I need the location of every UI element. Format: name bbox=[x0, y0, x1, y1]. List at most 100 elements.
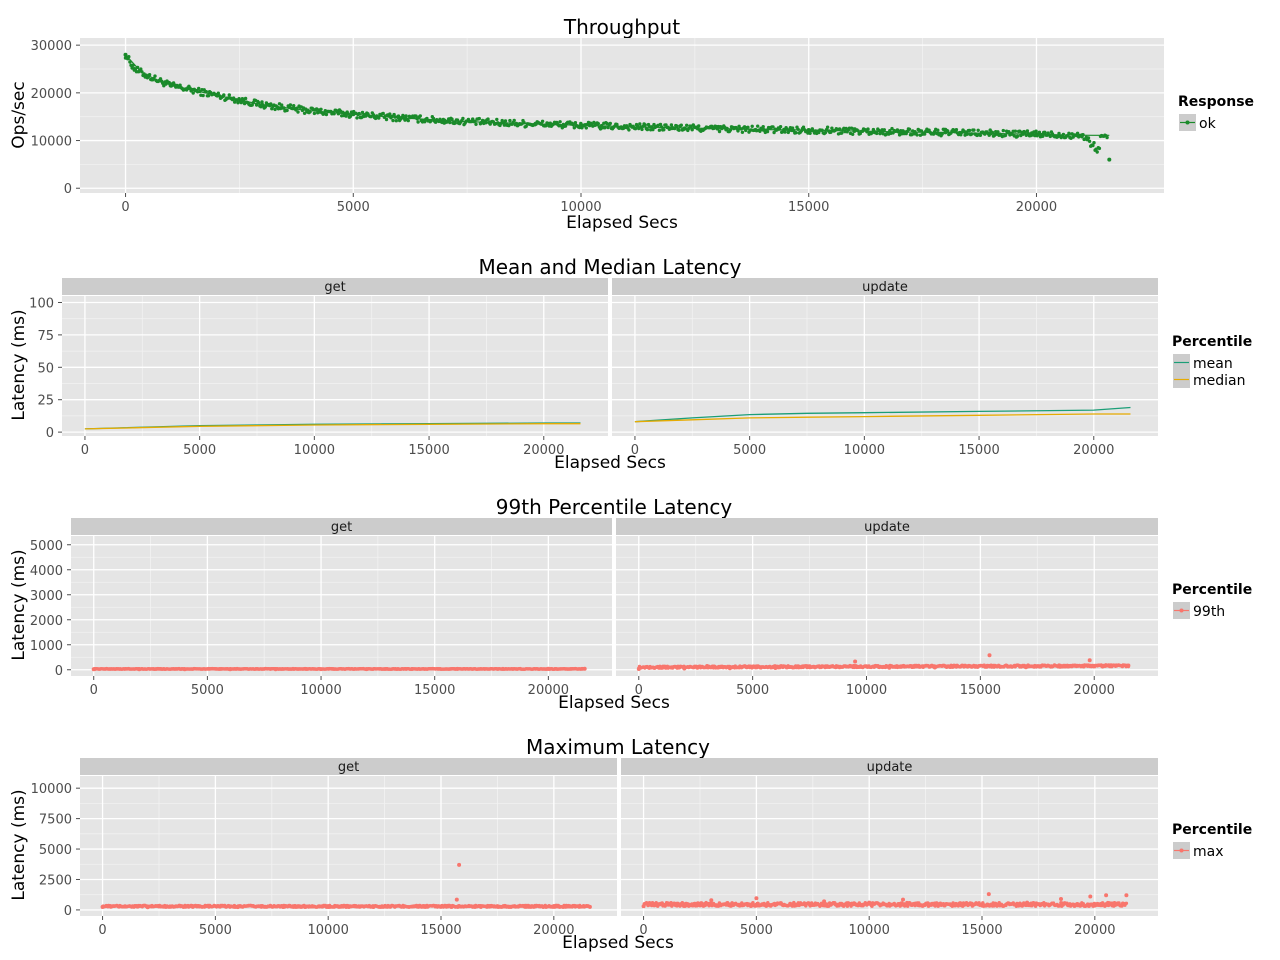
throughput-main-ok-point bbox=[404, 114, 408, 118]
throughput-main-ok-point bbox=[418, 114, 422, 118]
throughput-main-ok-point bbox=[675, 124, 679, 128]
p99-get-99th-data-point bbox=[137, 667, 142, 672]
mean-median-y-axis-title: Latency (ms) bbox=[9, 309, 29, 420]
throughput-main-ok-point bbox=[645, 127, 650, 132]
throughput-main-ok-point bbox=[825, 125, 830, 129]
throughput-x-tick-label: 5000 bbox=[337, 200, 370, 215]
throughput-y-axis-title: Ops/sec bbox=[9, 81, 29, 148]
max-update-max-data-point bbox=[986, 892, 991, 897]
throughput-main-ok-point bbox=[1087, 139, 1092, 143]
mean-median-x-axis-title: Elapsed Secs bbox=[554, 453, 666, 473]
p99-update-99th-data-point bbox=[807, 664, 812, 669]
mean-median-y-tick-label: 50 bbox=[37, 361, 54, 376]
p99-update-99th-data-point bbox=[773, 666, 778, 670]
throughput-main-ok-point bbox=[1092, 141, 1096, 145]
throughput-main-ok-point bbox=[1013, 129, 1018, 133]
max-x-axis-title: Elapsed Secs bbox=[562, 933, 674, 953]
max-update-max-data-point bbox=[822, 899, 827, 904]
throughput-main-ok-point bbox=[603, 126, 607, 130]
throughput-main-ok-point bbox=[750, 124, 754, 128]
throughput-main-ok-point bbox=[540, 119, 545, 124]
p99-y-tick-label: 5000 bbox=[30, 539, 63, 554]
p99-update-99th-data-point bbox=[987, 653, 992, 658]
p99-update-99th-data-point bbox=[1023, 665, 1028, 670]
p99-get-99th-data-point bbox=[546, 666, 551, 671]
mean-median-strip-label-update: update bbox=[862, 280, 908, 295]
mean-median-strip-update bbox=[612, 278, 1158, 295]
throughput-main-ok-point bbox=[662, 128, 666, 132]
throughput-main-ok-point bbox=[486, 117, 490, 121]
throughput-main-ok-point bbox=[448, 120, 452, 125]
throughput-main-ok-point bbox=[717, 129, 722, 134]
throughput-main-ok-point bbox=[837, 127, 842, 131]
throughput-main-ok-point bbox=[1001, 128, 1005, 133]
throughput-main-ok-point bbox=[381, 111, 385, 116]
max-update-max-data-point bbox=[901, 897, 905, 902]
p99-update-99th-data-point bbox=[887, 665, 892, 670]
mean-median-legend-label-mean: mean bbox=[1193, 356, 1233, 372]
throughput-main-ok-point bbox=[269, 102, 273, 106]
max-get-max-data-point bbox=[190, 904, 195, 909]
throughput-main-ok-point bbox=[292, 104, 296, 108]
throughput-main-ok-point bbox=[1003, 133, 1008, 138]
max-panel-get bbox=[80, 776, 617, 916]
max-y-axis-title: Latency (ms) bbox=[9, 789, 29, 900]
throughput-legend-title: Response bbox=[1178, 94, 1254, 110]
throughput-main-ok-point bbox=[401, 113, 405, 118]
throughput-main-ok-point bbox=[758, 129, 762, 133]
throughput-main-ok-point bbox=[348, 114, 353, 118]
throughput-main-ok-point bbox=[558, 120, 562, 124]
max-y-tick-label: 10000 bbox=[31, 782, 72, 797]
throughput-main-ok-point bbox=[771, 125, 775, 129]
throughput-main-ok-point bbox=[740, 130, 745, 134]
throughput-main-ok-point bbox=[756, 124, 760, 128]
throughput-y-tick-label: 10000 bbox=[31, 135, 72, 150]
max-update-max-data-point bbox=[1059, 897, 1063, 901]
throughput-main-ok-point bbox=[1041, 134, 1045, 138]
throughput-main-ok-point bbox=[1037, 130, 1042, 134]
throughput-main-ok-point bbox=[996, 130, 1000, 134]
p99-y-tick-label: 3000 bbox=[30, 589, 63, 604]
max-legend-label-max: max bbox=[1193, 844, 1224, 860]
throughput-main-ok-point bbox=[866, 127, 870, 131]
mean-median-panel-update bbox=[612, 296, 1158, 436]
p99-x-tick-label: 15000 bbox=[960, 683, 1001, 698]
throughput-main-ok-point bbox=[697, 124, 701, 128]
mean-median-y-tick-label: 25 bbox=[37, 394, 54, 409]
throughput-main-ok-point bbox=[677, 128, 681, 132]
mean-median-get-median-line bbox=[84, 423, 581, 430]
max-y-tick-label: 0 bbox=[64, 904, 72, 919]
throughput-main-ok-point bbox=[1086, 136, 1091, 140]
throughput-main-ok-point bbox=[319, 107, 323, 112]
throughput-main-ok-point bbox=[201, 93, 205, 98]
max-get-max-data-point bbox=[457, 862, 462, 867]
throughput-legend-key-point bbox=[1185, 120, 1190, 125]
p99-x-tick-label: 20000 bbox=[1074, 683, 1115, 698]
max-get-max-data-point bbox=[587, 904, 592, 909]
p99-update-99th-data-point bbox=[1087, 658, 1092, 663]
throughput-main-ok-point bbox=[544, 124, 548, 128]
p99-get-99th-data-point bbox=[273, 667, 278, 672]
p99-strip-update bbox=[616, 518, 1158, 535]
p99-get-99th-data-point bbox=[582, 666, 587, 671]
max-update-max-data-point bbox=[709, 898, 714, 903]
max-x-tick-label: 10000 bbox=[308, 923, 349, 938]
mean-median-update-mean-line bbox=[634, 406, 1131, 423]
p99-x-tick-label: 10000 bbox=[300, 683, 341, 698]
throughput-main-ok-point bbox=[657, 128, 662, 132]
throughput-main-ok-point bbox=[461, 116, 465, 121]
p99-x-tick-label: 5000 bbox=[736, 683, 769, 698]
throughput-main-ok-point bbox=[1095, 150, 1099, 154]
max-update-max-data-point bbox=[1025, 900, 1030, 905]
max-update-max-data-point bbox=[934, 901, 939, 906]
throughput-main-ok-point bbox=[260, 100, 264, 104]
throughput-main-ok-point bbox=[871, 127, 876, 132]
max-y-tick-label: 5000 bbox=[39, 843, 72, 858]
p99-y-tick-label: 4000 bbox=[30, 564, 63, 579]
throughput-x-axis-title: Elapsed Secs bbox=[566, 213, 678, 233]
throughput-main-ok-point bbox=[940, 132, 944, 136]
p99-panel-get bbox=[71, 536, 612, 676]
throughput-main-ok-point bbox=[638, 122, 642, 126]
throughput-main-ok-point bbox=[453, 121, 457, 125]
throughput-main-ok-point bbox=[627, 128, 631, 132]
